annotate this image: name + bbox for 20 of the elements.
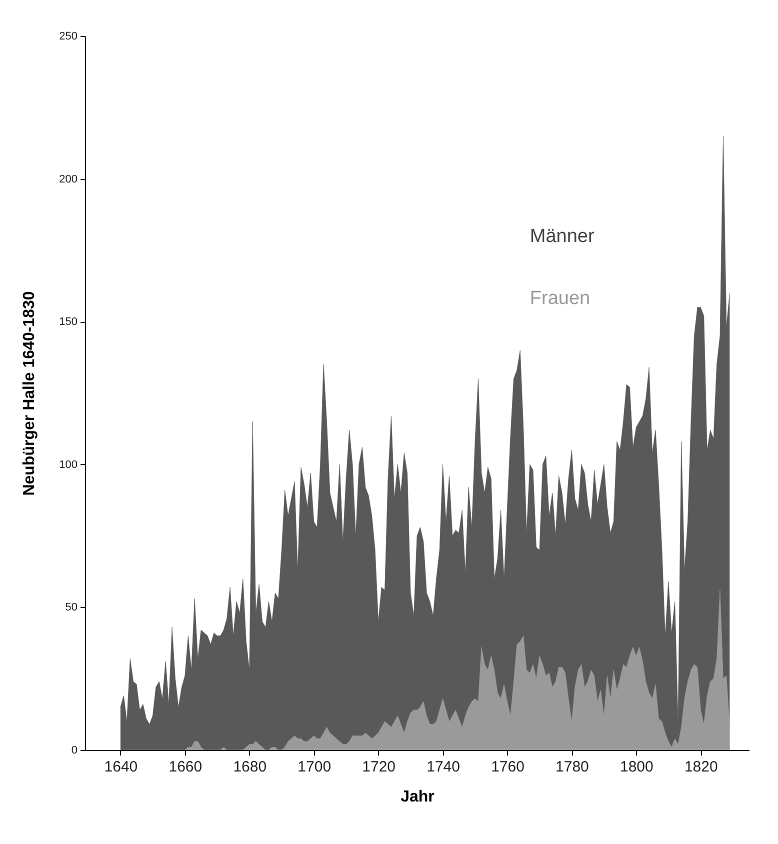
x-tick-label: 1640	[104, 758, 138, 776]
x-axis-title: Jahr	[400, 788, 434, 806]
y-axis-title: Neubürger Halle 1640-1830	[21, 291, 38, 496]
y-tick-label: 50	[65, 602, 78, 614]
x-tick-label: 1700	[298, 758, 332, 776]
y-tick-label: 0	[71, 744, 78, 756]
x-tick-label: 1800	[620, 758, 654, 776]
y-tick-label: 150	[59, 316, 78, 328]
y-tick-label: 100	[59, 458, 78, 471]
x-tick-label: 1740	[426, 758, 460, 776]
text: Männer	[530, 226, 595, 247]
x-tick-label: 1820	[684, 758, 718, 776]
text: Frauen	[530, 288, 590, 309]
y-tick-label: 200	[59, 173, 78, 186]
x-tick-label: 1680	[233, 758, 267, 776]
x-tick-label: 1780	[556, 758, 589, 776]
y-tick-label: 250	[59, 30, 78, 42]
x-tick-label: 1660	[168, 758, 202, 776]
x-tick-label: 1720	[362, 758, 396, 776]
x-tick-label: 1760	[491, 758, 524, 776]
